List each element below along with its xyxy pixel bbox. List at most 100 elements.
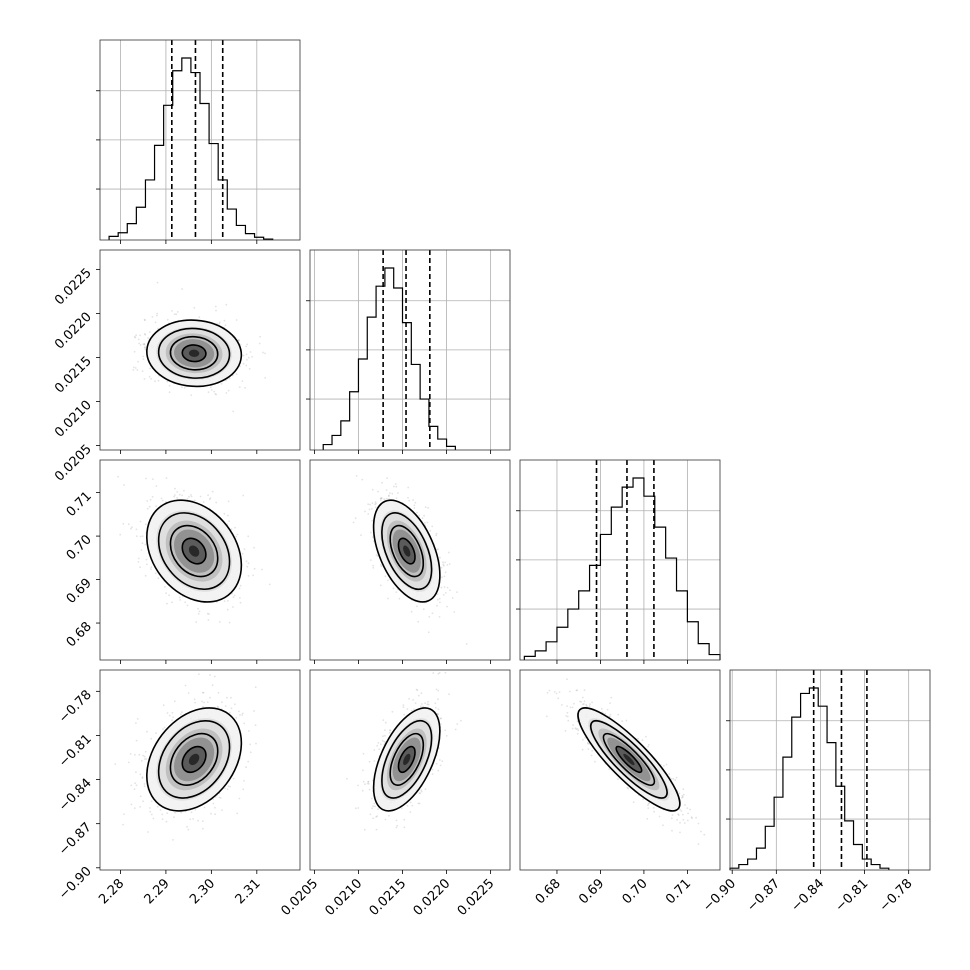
sample-point: [172, 839, 174, 841]
sample-point: [137, 557, 140, 560]
sample-point: [424, 702, 426, 705]
sample-point: [239, 584, 242, 587]
sample-point: [166, 812, 169, 815]
sample-point: [373, 802, 376, 805]
sample-point: [410, 610, 413, 613]
sample-point: [431, 768, 434, 771]
sample-point: [386, 477, 388, 480]
sample-point: [443, 586, 446, 588]
sample-point: [381, 481, 383, 484]
contour-line-0: [181, 745, 207, 774]
sample-point: [259, 335, 261, 338]
sample-point: [157, 379, 160, 382]
sample-point: [198, 316, 201, 318]
sample-point: [146, 500, 149, 502]
sample-point: [139, 344, 142, 346]
sample-point: [384, 721, 387, 724]
sample-point: [569, 690, 571, 693]
sample-point: [438, 672, 441, 674]
sample-point: [413, 708, 415, 711]
sample-point: [415, 688, 418, 691]
sample-point: [409, 811, 412, 813]
sample-point: [383, 740, 386, 743]
sample-point: [446, 564, 449, 566]
sample-point: [375, 554, 378, 556]
sample-point: [232, 410, 235, 413]
sample-point: [186, 604, 189, 607]
sample-point: [373, 749, 376, 751]
sample-point: [239, 601, 242, 604]
sample-point: [460, 719, 462, 722]
sample-point: [141, 542, 144, 545]
sample-point: [198, 610, 201, 613]
sample-point: [441, 576, 443, 579]
sample-point: [210, 389, 213, 391]
contour-line-3: [372, 707, 441, 812]
sample-point: [371, 508, 373, 510]
sample-point: [201, 820, 204, 823]
sample-point: [139, 334, 142, 337]
sample-point: [374, 805, 376, 808]
sample-point: [411, 804, 414, 807]
sample-point: [432, 672, 435, 674]
sample-point: [217, 664, 219, 666]
contour-line-1: [389, 732, 425, 786]
density-level-5: [188, 349, 200, 357]
sample-point: [682, 796, 684, 798]
sample-point: [436, 604, 438, 607]
sample-point: [228, 377, 231, 380]
sample-point: [161, 818, 164, 820]
sample-point: [439, 759, 441, 761]
sample-point: [220, 382, 223, 385]
sample-point: [384, 729, 386, 732]
sample-point: [361, 478, 364, 481]
sample-point: [444, 671, 447, 674]
sample-point: [387, 579, 389, 582]
sample-point: [137, 338, 140, 341]
sample-point: [163, 726, 166, 729]
histogram-step-2: [523, 477, 721, 660]
sample-point: [670, 778, 673, 780]
sample-point: [154, 321, 157, 324]
sample-point: [186, 825, 188, 828]
sample-point: [448, 563, 451, 565]
sample-point: [396, 824, 399, 827]
sample-point: [367, 780, 370, 783]
sample-point: [375, 502, 377, 505]
histogram-panel-1: [306, 249, 511, 454]
sample-point: [144, 574, 147, 577]
sample-point: [369, 559, 372, 561]
sample-point: [395, 819, 398, 822]
contour-line-1: [169, 524, 219, 578]
sample-point: [403, 713, 405, 716]
sample-point: [168, 594, 171, 597]
sample-point: [375, 816, 377, 818]
sample-point: [437, 698, 439, 701]
sample-point: [242, 354, 245, 357]
sample-point: [437, 689, 440, 692]
sample-point: [372, 817, 374, 820]
sample-point: [439, 723, 442, 725]
sample-point: [413, 504, 416, 507]
sample-point: [184, 601, 187, 604]
sample-point: [420, 692, 423, 695]
sample-point: [264, 377, 267, 379]
sample-point: [148, 505, 151, 508]
sample-point: [154, 572, 157, 575]
sample-point: [444, 571, 447, 574]
sample-point: [379, 497, 382, 500]
sample-point: [241, 380, 244, 382]
sample-point: [437, 769, 440, 772]
sample-point: [160, 497, 163, 500]
sample-point: [241, 552, 244, 555]
sample-point: [133, 807, 136, 809]
sample-point: [379, 564, 382, 566]
sample-point: [376, 555, 379, 557]
sample-point: [135, 739, 138, 742]
sample-point: [588, 705, 591, 707]
sample-point: [214, 813, 217, 816]
sample-point: [130, 527, 132, 530]
sample-point: [372, 536, 374, 539]
sample-point: [181, 711, 183, 714]
sample-point: [150, 813, 153, 816]
